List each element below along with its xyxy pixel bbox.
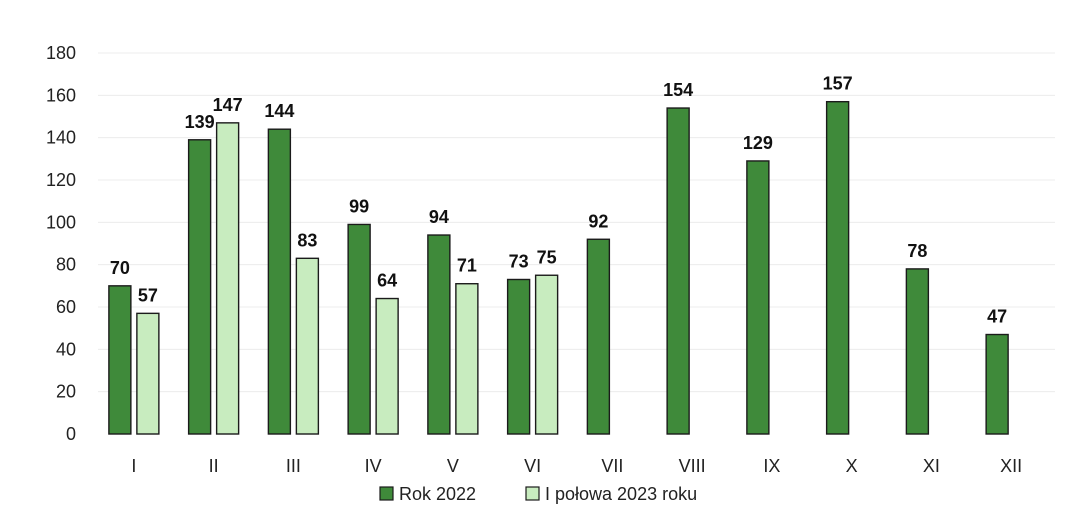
x-tick-label: VI <box>524 456 541 476</box>
bars <box>108 100 1009 435</box>
bar-rok-2022-IV <box>347 223 371 435</box>
y-tick-label: 180 <box>46 43 76 63</box>
bar-i-polowa-2023-I <box>136 312 160 435</box>
data-label: 47 <box>987 307 1007 327</box>
y-tick-label: 40 <box>56 339 76 359</box>
data-label: 144 <box>264 101 294 121</box>
data-label: 75 <box>537 247 557 267</box>
x-tick-label: IX <box>763 456 780 476</box>
x-tick-label: V <box>447 456 459 476</box>
data-label: 64 <box>377 271 397 291</box>
bar-i-polowa-2023-III <box>295 257 320 435</box>
data-label: 99 <box>349 196 369 216</box>
bar-rok-2022-XII <box>985 333 1009 435</box>
x-tick-label: XI <box>923 456 940 476</box>
data-label: 57 <box>138 285 158 305</box>
data-label: 154 <box>663 80 693 100</box>
data-label: 94 <box>429 207 449 227</box>
x-tick-label: VII <box>601 456 623 476</box>
bar-i-polowa-2023-VI <box>534 274 559 435</box>
data-label: 147 <box>213 95 243 115</box>
data-label: 78 <box>907 241 927 261</box>
data-label: 92 <box>588 211 608 231</box>
x-tick-label: III <box>286 456 301 476</box>
bar-rok-2022-IX <box>746 160 770 435</box>
data-label: 73 <box>509 251 529 271</box>
bar-rok-2022-XI <box>905 268 930 435</box>
data-label: 70 <box>110 258 130 278</box>
data-label: 129 <box>743 133 773 153</box>
bar-rok-2022-I <box>108 285 132 435</box>
bar-i-polowa-2023-IV <box>375 297 399 435</box>
bar-i-polowa-2023-II <box>215 122 240 435</box>
legend-label: Rok 2022 <box>399 484 476 504</box>
bar-rok-2022-III <box>267 128 292 435</box>
bar-rok-2022-VII <box>586 238 611 435</box>
bar-i-polowa-2023-V <box>455 283 479 435</box>
y-tick-label: 120 <box>46 170 76 190</box>
x-tick-label: VIII <box>679 456 706 476</box>
y-tick-label: 80 <box>56 255 76 275</box>
x-tick-label: XII <box>1000 456 1022 476</box>
y-tick-label: 20 <box>56 382 76 402</box>
data-label: 83 <box>297 230 317 250</box>
bar-rok-2022-V <box>427 234 451 435</box>
x-tick-label: IV <box>365 456 382 476</box>
x-tick-label: II <box>209 456 219 476</box>
bar-rok-2022-VIII <box>666 107 690 435</box>
gridlines <box>98 52 1055 393</box>
legend-swatch <box>379 486 394 501</box>
y-tick-label: 0 <box>66 424 76 444</box>
data-label: 139 <box>185 112 215 132</box>
y-axis-ticks: 0 20 40 60 80 100 120 140 160 180 <box>46 43 76 444</box>
legend-label: I połowa 2023 roku <box>545 484 697 504</box>
legend: Rok 2022 I połowa 2023 roku <box>379 484 697 504</box>
bar-rok-2022-X <box>825 100 850 435</box>
data-label: 71 <box>457 256 477 276</box>
x-axis-ticks: I II III IV V VI VII VIII IX X XI XII <box>131 456 1022 476</box>
y-tick-label: 60 <box>56 297 76 317</box>
y-tick-label: 140 <box>46 128 76 148</box>
bar-rok-2022-II <box>187 139 212 435</box>
legend-swatch <box>525 486 540 501</box>
x-tick-label: I <box>131 456 136 476</box>
x-tick-label: X <box>846 456 858 476</box>
y-tick-label: 160 <box>46 85 76 105</box>
bar-rok-2022-VI <box>506 278 531 435</box>
y-tick-label: 100 <box>46 212 76 232</box>
data-label: 157 <box>823 74 853 94</box>
